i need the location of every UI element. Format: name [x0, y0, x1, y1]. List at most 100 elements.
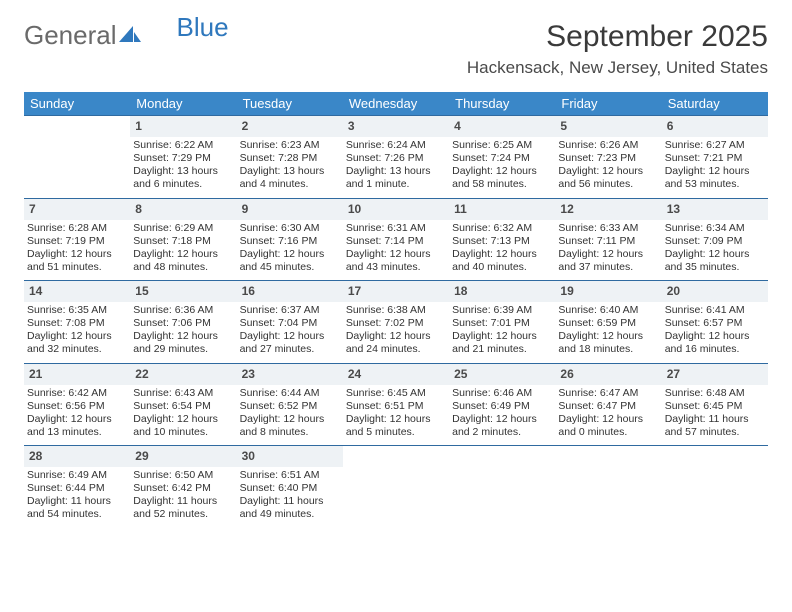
day-number: 26 [555, 363, 661, 385]
day-number: 18 [449, 281, 555, 303]
day-cell: Sunrise: 6:30 AMSunset: 7:16 PMDaylight:… [237, 220, 343, 281]
daylight-text-line2: and 18 minutes. [558, 343, 658, 356]
daylight-text-line1: Daylight: 12 hours [27, 330, 127, 343]
sunset-text: Sunset: 7:21 PM [665, 152, 765, 165]
sunrise-text: Sunrise: 6:40 AM [558, 304, 658, 317]
logo-word1: General [24, 20, 117, 51]
sunrise-text: Sunrise: 6:22 AM [133, 139, 233, 152]
sunrise-text: Sunrise: 6:43 AM [133, 387, 233, 400]
sunrise-text: Sunrise: 6:29 AM [133, 222, 233, 235]
day-number [449, 446, 555, 468]
daylight-text-line1: Daylight: 12 hours [240, 330, 340, 343]
day-cell [24, 137, 130, 198]
sunset-text: Sunset: 6:51 PM [346, 400, 446, 413]
day-number: 7 [24, 198, 130, 220]
daylight-text-line1: Daylight: 13 hours [346, 165, 446, 178]
day-number: 3 [343, 116, 449, 138]
daylight-text-line2: and 35 minutes. [665, 261, 765, 274]
sunrise-text: Sunrise: 6:34 AM [665, 222, 765, 235]
logo-word2: Blue [177, 12, 229, 43]
day-cell: Sunrise: 6:26 AMSunset: 7:23 PMDaylight:… [555, 137, 661, 198]
daylight-text-line1: Daylight: 12 hours [665, 165, 765, 178]
day-number: 29 [130, 446, 236, 468]
day-number: 6 [662, 116, 768, 138]
day-cell: Sunrise: 6:35 AMSunset: 7:08 PMDaylight:… [24, 302, 130, 363]
sunrise-text: Sunrise: 6:30 AM [240, 222, 340, 235]
daylight-text-line2: and 49 minutes. [240, 508, 340, 521]
day-cell: Sunrise: 6:40 AMSunset: 6:59 PMDaylight:… [555, 302, 661, 363]
sunset-text: Sunset: 7:29 PM [133, 152, 233, 165]
day-cell: Sunrise: 6:48 AMSunset: 6:45 PMDaylight:… [662, 385, 768, 446]
daylight-text-line1: Daylight: 12 hours [452, 248, 552, 261]
weekday-header: Thursday [449, 92, 555, 116]
sunrise-text: Sunrise: 6:45 AM [346, 387, 446, 400]
day-number: 14 [24, 281, 130, 303]
day-number: 2 [237, 116, 343, 138]
weekday-header: Friday [555, 92, 661, 116]
daylight-text-line1: Daylight: 12 hours [558, 330, 658, 343]
sunrise-text: Sunrise: 6:42 AM [27, 387, 127, 400]
day-cell: Sunrise: 6:24 AMSunset: 7:26 PMDaylight:… [343, 137, 449, 198]
daylight-text-line2: and 29 minutes. [133, 343, 233, 356]
sunset-text: Sunset: 7:18 PM [133, 235, 233, 248]
daylight-text-line2: and 45 minutes. [240, 261, 340, 274]
day-number: 21 [24, 363, 130, 385]
daylight-text-line1: Daylight: 13 hours [133, 165, 233, 178]
month-title: September 2025 [467, 20, 768, 54]
sunrise-text: Sunrise: 6:33 AM [558, 222, 658, 235]
daylight-text-line1: Daylight: 12 hours [558, 165, 658, 178]
day-cell: Sunrise: 6:41 AMSunset: 6:57 PMDaylight:… [662, 302, 768, 363]
sunset-text: Sunset: 7:16 PM [240, 235, 340, 248]
day-cell: Sunrise: 6:43 AMSunset: 6:54 PMDaylight:… [130, 385, 236, 446]
daylight-text-line1: Daylight: 11 hours [665, 413, 765, 426]
daylight-text-line1: Daylight: 12 hours [240, 413, 340, 426]
sunset-text: Sunset: 7:26 PM [346, 152, 446, 165]
day-cell: Sunrise: 6:33 AMSunset: 7:11 PMDaylight:… [555, 220, 661, 281]
daylight-text-line2: and 16 minutes. [665, 343, 765, 356]
sunset-text: Sunset: 7:04 PM [240, 317, 340, 330]
location-text: Hackensack, New Jersey, United States [467, 58, 768, 78]
sunrise-text: Sunrise: 6:36 AM [133, 304, 233, 317]
day-cell: Sunrise: 6:38 AMSunset: 7:02 PMDaylight:… [343, 302, 449, 363]
sunrise-text: Sunrise: 6:47 AM [558, 387, 658, 400]
sunset-text: Sunset: 6:59 PM [558, 317, 658, 330]
day-number [24, 116, 130, 138]
daylight-text-line2: and 56 minutes. [558, 178, 658, 191]
daylight-text-line1: Daylight: 12 hours [133, 248, 233, 261]
day-cell [343, 467, 449, 528]
daylight-text-line1: Daylight: 11 hours [27, 495, 127, 508]
day-cell: Sunrise: 6:47 AMSunset: 6:47 PMDaylight:… [555, 385, 661, 446]
sunset-text: Sunset: 7:14 PM [346, 235, 446, 248]
daylight-text-line2: and 54 minutes. [27, 508, 127, 521]
sunset-text: Sunset: 7:09 PM [665, 235, 765, 248]
daylight-text-line2: and 52 minutes. [133, 508, 233, 521]
sunset-text: Sunset: 6:42 PM [133, 482, 233, 495]
sunrise-text: Sunrise: 6:41 AM [665, 304, 765, 317]
day-number: 11 [449, 198, 555, 220]
day-number: 27 [662, 363, 768, 385]
sunrise-text: Sunrise: 6:28 AM [27, 222, 127, 235]
daynum-row: 14151617181920 [24, 281, 768, 303]
daylight-text-line2: and 58 minutes. [452, 178, 552, 191]
sunset-text: Sunset: 7:06 PM [133, 317, 233, 330]
sunrise-text: Sunrise: 6:49 AM [27, 469, 127, 482]
day-number: 25 [449, 363, 555, 385]
day-cell: Sunrise: 6:23 AMSunset: 7:28 PMDaylight:… [237, 137, 343, 198]
day-number: 22 [130, 363, 236, 385]
sunset-text: Sunset: 6:40 PM [240, 482, 340, 495]
weekday-header: Wednesday [343, 92, 449, 116]
sunset-text: Sunset: 7:08 PM [27, 317, 127, 330]
sunrise-text: Sunrise: 6:27 AM [665, 139, 765, 152]
sunrise-text: Sunrise: 6:24 AM [346, 139, 446, 152]
daylight-text-line1: Daylight: 12 hours [133, 413, 233, 426]
sunset-text: Sunset: 6:49 PM [452, 400, 552, 413]
daylight-text-line2: and 6 minutes. [133, 178, 233, 191]
day-info-row: Sunrise: 6:35 AMSunset: 7:08 PMDaylight:… [24, 302, 768, 363]
day-number: 15 [130, 281, 236, 303]
daylight-text-line2: and 32 minutes. [27, 343, 127, 356]
daylight-text-line2: and 8 minutes. [240, 426, 340, 439]
day-cell: Sunrise: 6:45 AMSunset: 6:51 PMDaylight:… [343, 385, 449, 446]
sunset-text: Sunset: 7:24 PM [452, 152, 552, 165]
daynum-row: 282930 [24, 446, 768, 468]
daylight-text-line2: and 2 minutes. [452, 426, 552, 439]
